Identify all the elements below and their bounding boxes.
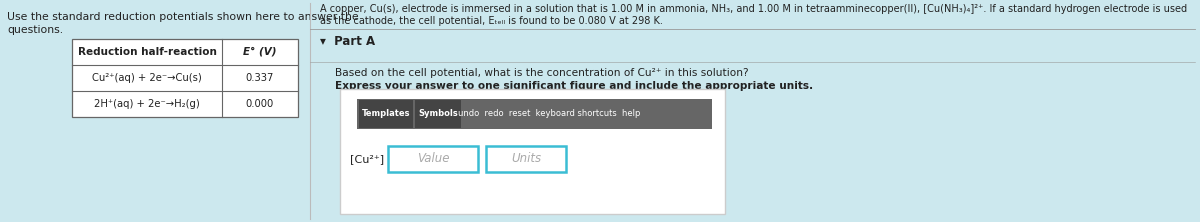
Text: ▾  Part A: ▾ Part A [320, 35, 376, 48]
FancyBboxPatch shape [415, 100, 461, 128]
Text: as the cathode, the cell potential, Eₜₑₗₗ is found to be 0.080 V at 298 K.: as the cathode, the cell potential, Eₜₑₗ… [320, 16, 662, 26]
Bar [72, 39, 298, 117]
FancyBboxPatch shape [486, 146, 566, 172]
Text: Use the standard reduction potentials shown here to answer the: Use the standard reduction potentials sh… [7, 12, 359, 22]
FancyBboxPatch shape [358, 99, 712, 129]
Text: Symbols: Symbols [418, 109, 458, 119]
Text: Value: Value [416, 153, 449, 165]
Text: Based on the cell potential, what is the concentration of Cu²⁺ in this solution?: Based on the cell potential, what is the… [335, 68, 749, 78]
FancyBboxPatch shape [388, 146, 478, 172]
FancyBboxPatch shape [359, 100, 413, 128]
FancyBboxPatch shape [340, 89, 725, 214]
Text: [Cu²⁺] =: [Cu²⁺] = [350, 154, 397, 164]
Text: 2H⁺(aq) + 2e⁻→H₂(g): 2H⁺(aq) + 2e⁻→H₂(g) [94, 99, 200, 109]
Text: E° (V): E° (V) [244, 47, 277, 57]
Text: undo  redo  reset  keyboard shortcuts  help: undo redo reset keyboard shortcuts help [458, 109, 640, 119]
Text: questions.: questions. [7, 25, 64, 35]
Text: Cu²⁺(aq) + 2e⁻→Cu(s): Cu²⁺(aq) + 2e⁻→Cu(s) [92, 73, 202, 83]
FancyBboxPatch shape [0, 0, 305, 222]
Text: Units: Units [511, 153, 541, 165]
Text: 0.337: 0.337 [246, 73, 274, 83]
FancyBboxPatch shape [310, 0, 1200, 54]
Text: Express your answer to one significant figure and include the appropriate units.: Express your answer to one significant f… [335, 81, 814, 91]
FancyBboxPatch shape [310, 29, 1200, 62]
Text: A copper, Cu(s), electrode is immersed in a solution that is 1.00 M in ammonia, : A copper, Cu(s), electrode is immersed i… [320, 4, 1187, 14]
FancyBboxPatch shape [310, 62, 1200, 222]
Text: Templates: Templates [361, 109, 410, 119]
Text: Reduction half-reaction: Reduction half-reaction [78, 47, 216, 57]
Text: 0.000: 0.000 [246, 99, 274, 109]
